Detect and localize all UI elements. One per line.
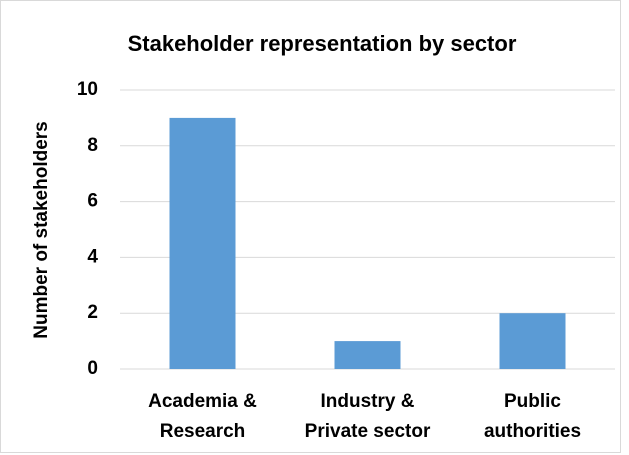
- x-tick-label: Private sector: [305, 421, 431, 442]
- x-tick-label: Industry &: [321, 391, 415, 412]
- x-tick-label: Research: [160, 421, 246, 442]
- y-tick-label: 4: [87, 246, 98, 267]
- y-axis-label: Number of stakeholders: [31, 121, 52, 339]
- x-tick-label: Public: [504, 391, 561, 412]
- bar: [334, 341, 401, 369]
- y-tick-label: 0: [87, 358, 98, 379]
- chart-title: Stakeholder representation by sector: [128, 31, 517, 56]
- x-tick-label: authorities: [484, 421, 581, 442]
- bar: [169, 117, 236, 370]
- x-tick-label: Academia &: [148, 391, 257, 412]
- y-tick-label: 10: [77, 79, 98, 100]
- bar: [499, 313, 566, 369]
- y-tick-label: 2: [87, 302, 98, 323]
- y-tick-label: 8: [87, 135, 98, 156]
- y-tick-label: 6: [87, 191, 98, 212]
